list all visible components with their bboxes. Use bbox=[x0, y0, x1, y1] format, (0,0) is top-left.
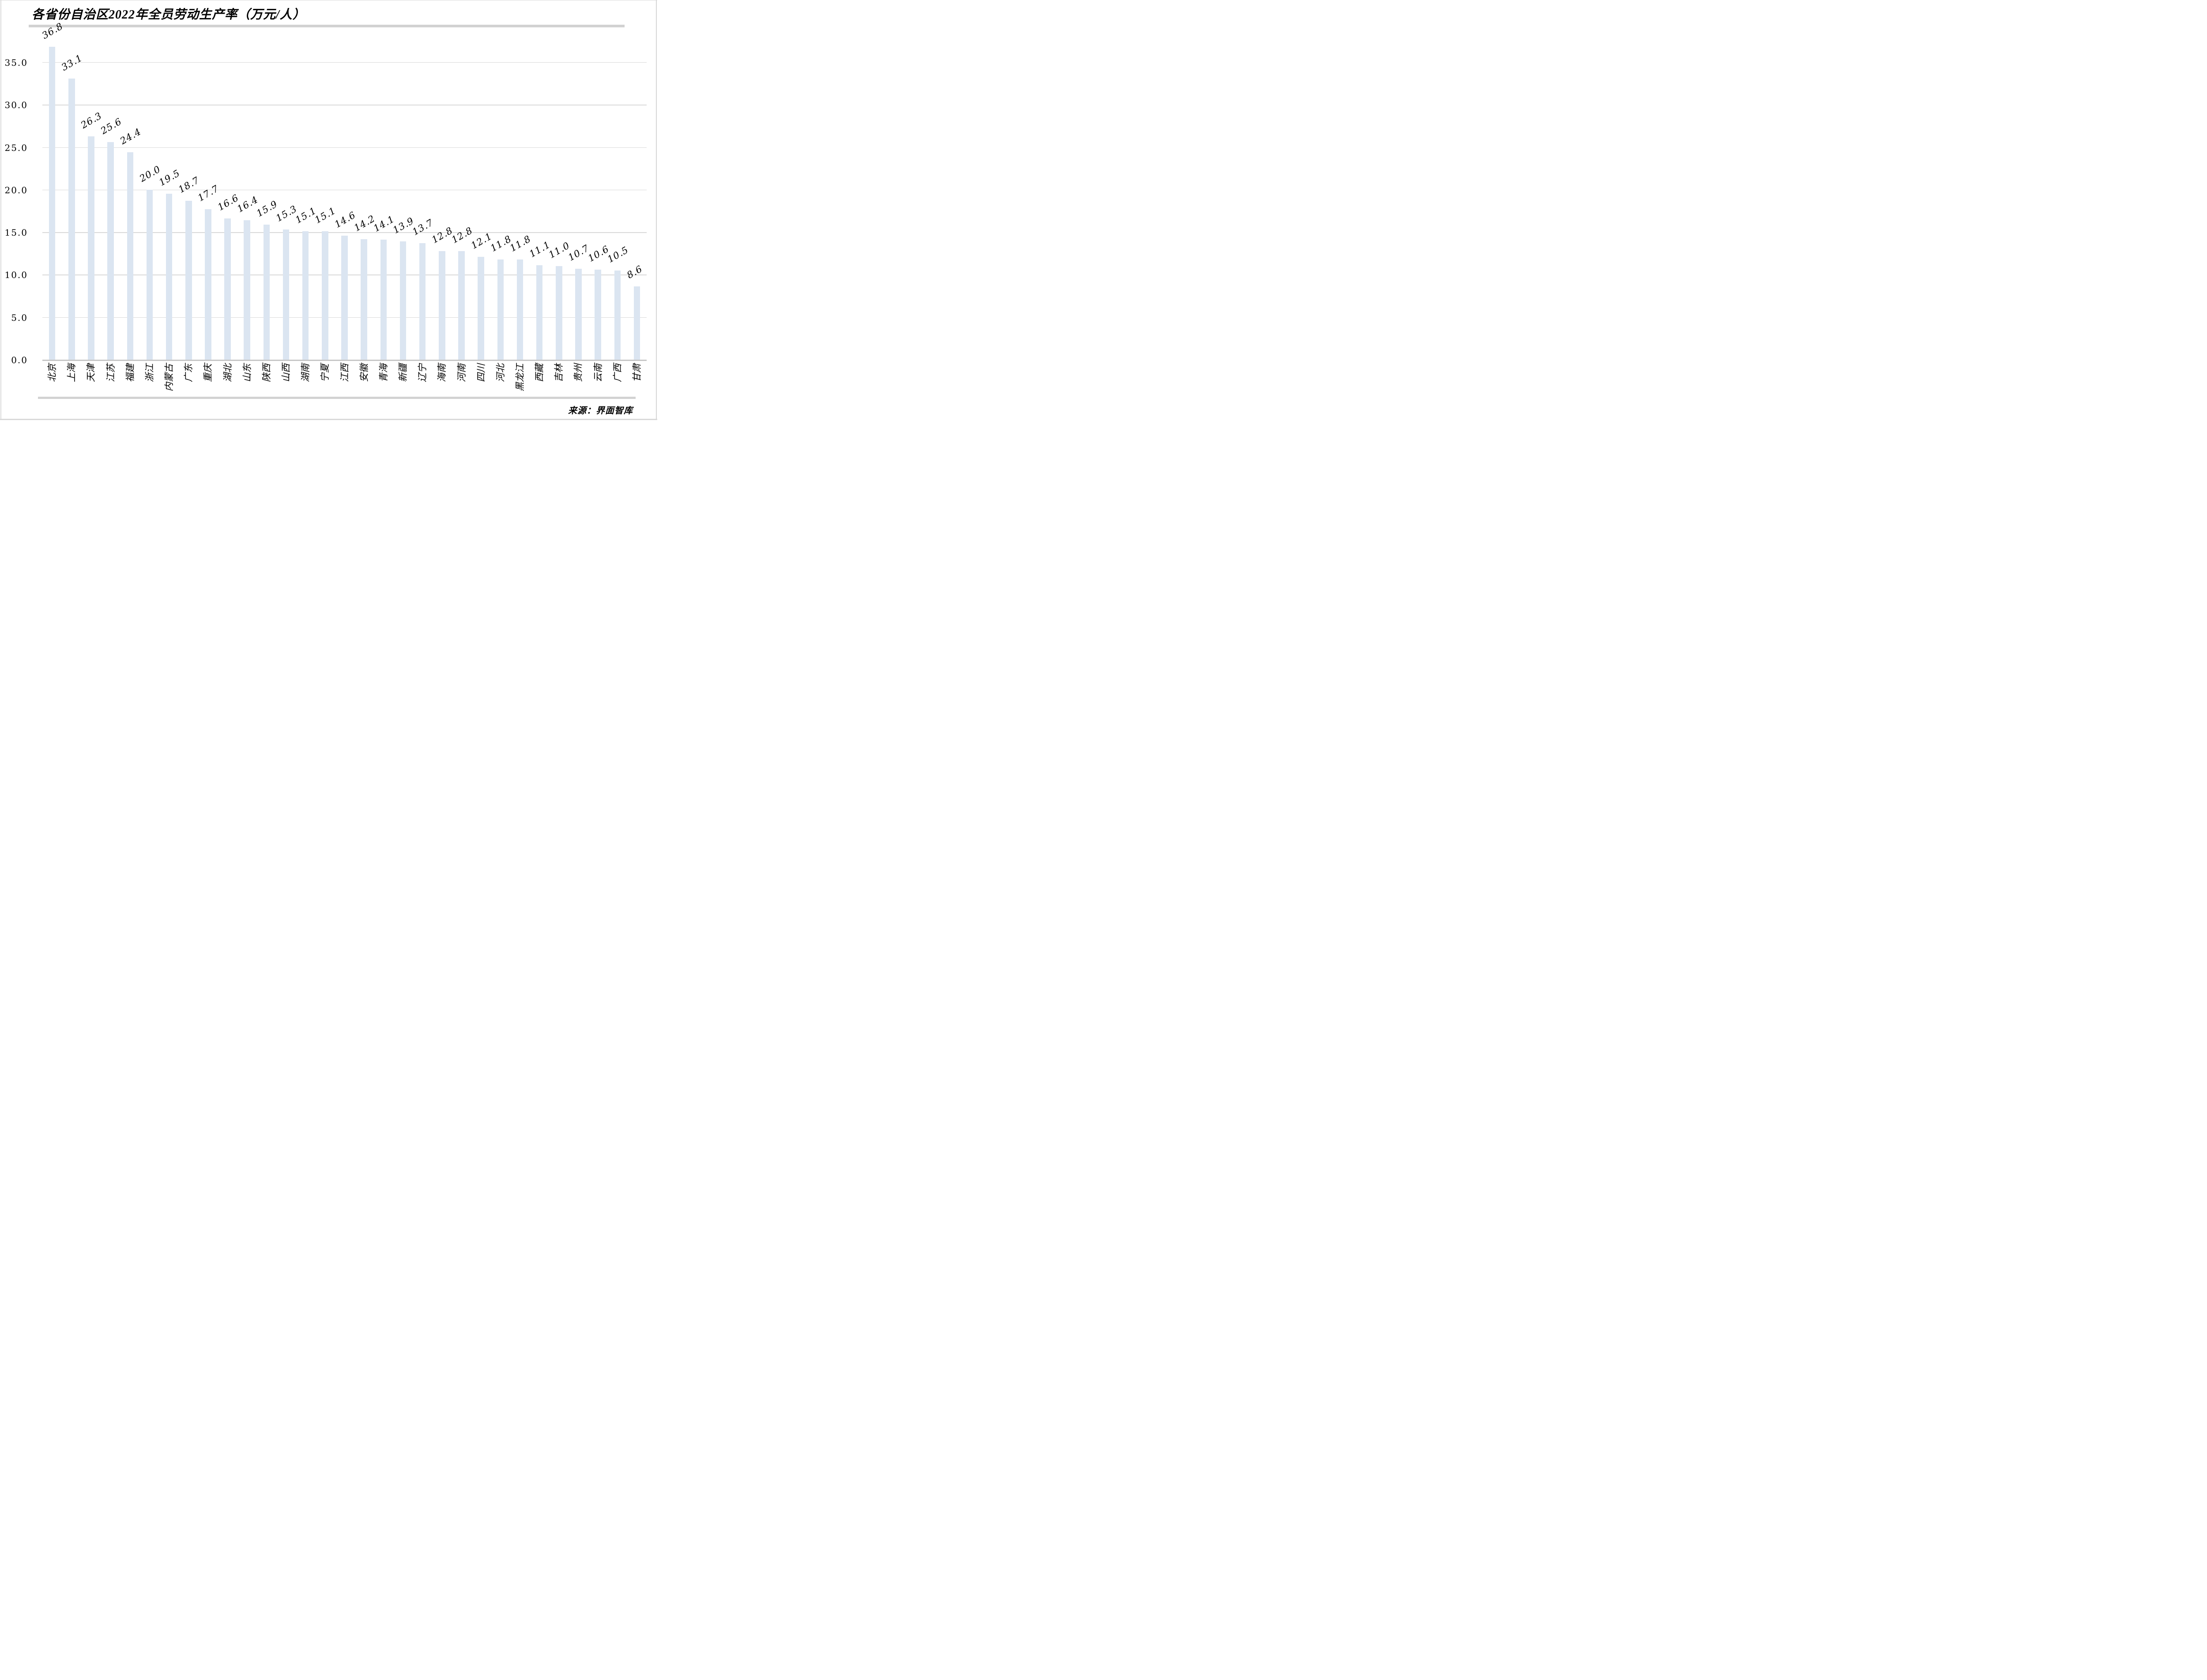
x-axis-label: 吉林 bbox=[554, 364, 565, 382]
bar bbox=[439, 251, 445, 360]
title-separator-rule bbox=[29, 25, 625, 27]
bar bbox=[127, 152, 133, 360]
x-axis-label: 浙江 bbox=[144, 364, 155, 382]
y-tick-label: 10.0 bbox=[4, 270, 28, 281]
x-axis-label: 安徽 bbox=[358, 364, 369, 382]
x-axis-label: 天津 bbox=[86, 364, 97, 382]
bar bbox=[556, 266, 562, 360]
bar bbox=[205, 209, 211, 360]
gridline bbox=[42, 232, 647, 233]
bar bbox=[146, 189, 153, 360]
x-axis-label: 江西 bbox=[339, 364, 350, 382]
y-tick-label: 20.0 bbox=[4, 184, 28, 195]
bar bbox=[380, 240, 387, 360]
x-axis-label: 重庆 bbox=[203, 364, 214, 382]
x-axis-label: 陕西 bbox=[261, 364, 272, 382]
bar-value-label: 10.6 bbox=[586, 243, 611, 264]
x-axis-label: 河北 bbox=[495, 364, 506, 382]
x-axis-label: 黑龙江 bbox=[515, 364, 525, 391]
x-axis-label: 甘肃 bbox=[631, 364, 642, 382]
bar bbox=[68, 78, 75, 360]
bar bbox=[458, 251, 465, 360]
x-axis-label: 江苏 bbox=[105, 364, 116, 382]
x-axis-label: 湖南 bbox=[300, 364, 311, 382]
x-axis-label: 湖北 bbox=[222, 364, 233, 382]
x-axis-label: 广西 bbox=[612, 364, 623, 382]
bar-value-label: 10.7 bbox=[566, 242, 591, 263]
bar bbox=[633, 286, 640, 360]
bar bbox=[263, 224, 270, 360]
bar-value-label: 33.1 bbox=[60, 52, 85, 73]
bar bbox=[224, 218, 231, 360]
bar bbox=[185, 200, 192, 360]
y-tick-label: 0.0 bbox=[11, 355, 28, 365]
bar bbox=[575, 268, 582, 360]
source-label: 来源：界面智库 bbox=[568, 406, 633, 416]
gridline bbox=[42, 189, 647, 191]
bar bbox=[107, 142, 114, 360]
x-axis-label: 西藏 bbox=[534, 364, 545, 382]
x-axis-label: 贵州 bbox=[573, 364, 584, 382]
bar-value-label: 17.7 bbox=[196, 183, 221, 204]
bar-value-label: 36.8 bbox=[40, 21, 65, 41]
x-axis-label: 山东 bbox=[241, 364, 252, 382]
bar bbox=[497, 259, 504, 360]
bar-value-label: 8.6 bbox=[625, 263, 644, 281]
footer-separator-rule bbox=[38, 397, 636, 399]
bar bbox=[419, 243, 426, 360]
bar bbox=[166, 194, 173, 360]
x-axis-label: 北京 bbox=[47, 364, 58, 382]
y-tick-label: 30.0 bbox=[4, 100, 28, 111]
bar bbox=[399, 241, 407, 360]
x-axis-label: 青海 bbox=[378, 364, 389, 382]
bar bbox=[516, 259, 524, 360]
x-axis-label: 山西 bbox=[281, 364, 291, 382]
x-axis-label: 河南 bbox=[456, 364, 467, 382]
image-right-border bbox=[656, 0, 657, 420]
image-bottom-border bbox=[0, 419, 657, 420]
bar-value-label: 13.7 bbox=[411, 217, 436, 238]
bar-value-label: 10.5 bbox=[605, 244, 630, 265]
y-tick-label: 35.0 bbox=[4, 57, 28, 68]
y-tick-label: 15.0 bbox=[4, 227, 28, 238]
bar-value-label: 24.4 bbox=[118, 126, 143, 147]
bar bbox=[478, 257, 484, 360]
x-axis-label: 上海 bbox=[66, 364, 77, 382]
gridline bbox=[42, 147, 647, 148]
chart-page: { "header": { "title": "各省份自治区2022年全员劳动生… bbox=[0, 0, 657, 420]
bar bbox=[302, 231, 309, 360]
x-axis-label: 内蒙古 bbox=[164, 364, 174, 391]
x-axis-line bbox=[42, 360, 647, 361]
bar bbox=[282, 229, 290, 360]
bar bbox=[49, 47, 56, 360]
x-axis-label: 宁夏 bbox=[320, 364, 331, 382]
bar bbox=[361, 239, 367, 360]
x-axis-label: 海南 bbox=[437, 364, 448, 382]
bar bbox=[595, 269, 601, 360]
plot-area: 36.8 33.1 26.3 25.6 24.4 20.0 19.5 18.7 17.7 16.6… bbox=[0, 0, 657, 420]
bar bbox=[536, 265, 543, 360]
bar bbox=[322, 231, 328, 360]
x-axis-label: 辽宁 bbox=[417, 364, 428, 382]
bar bbox=[341, 235, 348, 360]
chart-title: 各省份自治区2022年全员劳动生产率（万元/人） bbox=[32, 8, 305, 22]
gridline bbox=[42, 62, 647, 63]
bar bbox=[614, 270, 621, 360]
y-tick-label: 5.0 bbox=[11, 312, 28, 323]
bar-value-label: 14.1 bbox=[371, 214, 396, 234]
bar-value-label: 16.6 bbox=[215, 192, 241, 213]
x-axis-label: 四川 bbox=[475, 364, 486, 382]
x-axis-label: 广东 bbox=[183, 364, 194, 382]
x-axis-label: 云南 bbox=[592, 364, 603, 382]
image-left-border bbox=[0, 0, 1, 420]
x-axis-label: 新疆 bbox=[398, 364, 408, 382]
bar bbox=[88, 136, 94, 360]
x-axis-label: 福建 bbox=[124, 364, 136, 382]
y-tick-label: 25.0 bbox=[4, 142, 28, 153]
bar bbox=[244, 220, 250, 360]
